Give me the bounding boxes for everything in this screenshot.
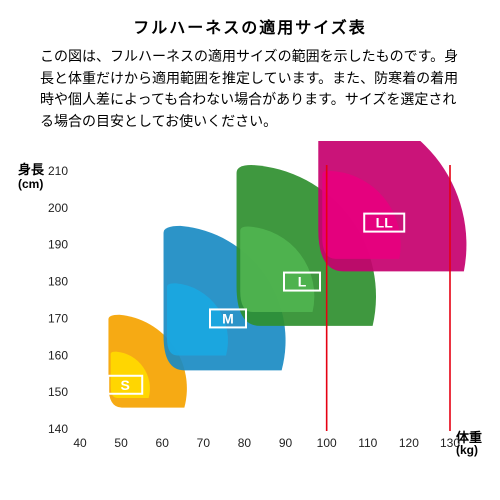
ytick-160: 160 (48, 348, 68, 362)
ytick-180: 180 (48, 274, 68, 288)
xtick-80: 80 (238, 436, 252, 450)
svg-text:M: M (222, 310, 234, 326)
page-title: フルハーネスの適用サイズ表 (0, 0, 500, 46)
xtick-60: 60 (156, 436, 170, 450)
size-chart: 身長 (cm) 体重 (kg) 140150160170180190200210… (5, 141, 495, 466)
svg-text:S: S (121, 377, 130, 393)
svg-text:LL: LL (376, 214, 394, 230)
svg-text:L: L (298, 273, 307, 289)
xtick-100: 100 (317, 436, 337, 450)
size-box-S: S (108, 376, 142, 394)
xtick-110: 110 (358, 436, 377, 450)
xtick-50: 50 (114, 436, 128, 450)
size-box-M: M (210, 309, 246, 327)
xtick-40: 40 (73, 436, 87, 450)
size-box-LL: LL (364, 213, 404, 231)
ytick-210: 210 (48, 164, 68, 178)
xtick-130: 130 (440, 436, 460, 450)
xtick-120: 120 (399, 436, 419, 450)
ytick-170: 170 (48, 311, 68, 325)
ytick-190: 190 (48, 237, 68, 251)
chart-svg: 140 150 160 170 180 190 200 210 40 50 60 70 80 90 100 1… (5, 141, 495, 466)
ytick-150: 150 (48, 385, 68, 399)
ytick-200: 200 (48, 201, 68, 215)
xtick-70: 70 (197, 436, 211, 450)
description: この図は、フルハーネスの適用サイズの範囲を示したものです。身長と体重だけから適用… (0, 46, 500, 141)
size-box-L: L (284, 272, 320, 290)
ytick-140: 140 (48, 422, 68, 436)
xtick-90: 90 (279, 436, 293, 450)
